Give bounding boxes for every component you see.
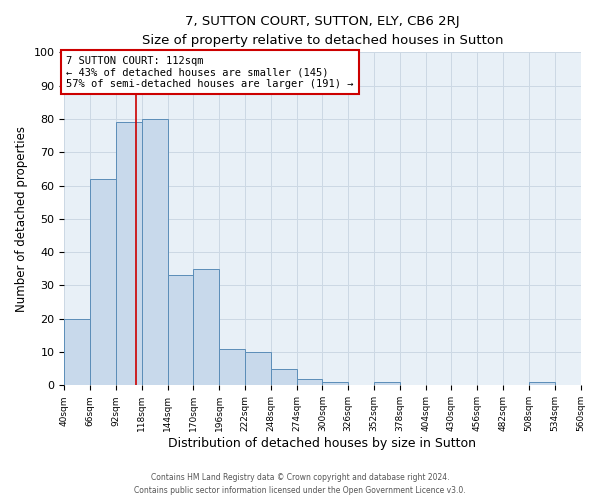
Bar [374,382,400,386]
Text: Contains HM Land Registry data © Crown copyright and database right 2024.
Contai: Contains HM Land Registry data © Crown c… [134,474,466,495]
Bar [219,348,245,386]
Bar [90,179,116,386]
Text: 7 SUTTON COURT: 112sqm
← 43% of detached houses are smaller (145)
57% of semi-de: 7 SUTTON COURT: 112sqm ← 43% of detached… [66,56,354,89]
Bar [322,382,348,386]
Bar [167,276,193,386]
Bar [142,119,167,386]
Bar [116,122,142,386]
Y-axis label: Number of detached properties: Number of detached properties [15,126,28,312]
Bar [193,269,219,386]
Bar [296,378,322,386]
Bar [529,382,554,386]
Bar [245,352,271,386]
Bar [64,318,90,386]
Bar [271,368,296,386]
X-axis label: Distribution of detached houses by size in Sutton: Distribution of detached houses by size … [169,437,476,450]
Title: 7, SUTTON COURT, SUTTON, ELY, CB6 2RJ
Size of property relative to detached hous: 7, SUTTON COURT, SUTTON, ELY, CB6 2RJ Si… [142,15,503,47]
